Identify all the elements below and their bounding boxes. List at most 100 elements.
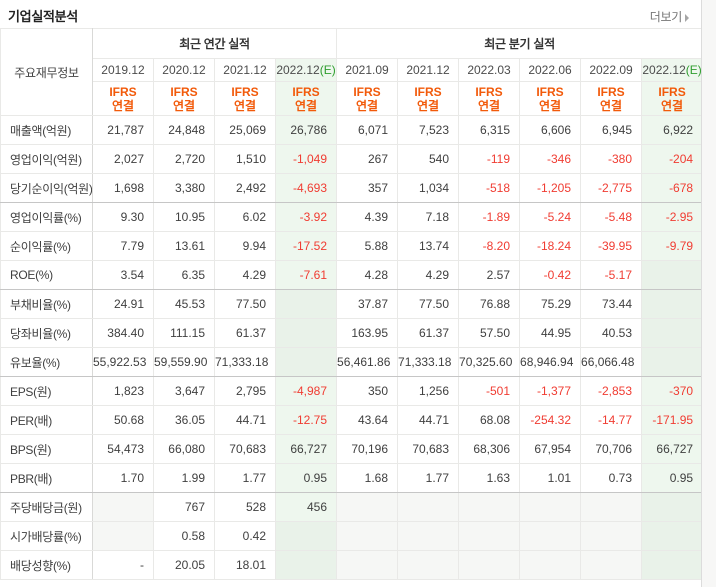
standard-text: IFRS <box>597 84 625 99</box>
data-cell: 75.29 <box>519 289 582 319</box>
data-cell: -39.95 <box>580 231 643 261</box>
data-cell: 71,333.18 <box>214 347 276 377</box>
data-cell: 6.35 <box>153 260 215 290</box>
data-cell: 528 <box>214 492 276 522</box>
data-cell: 384.40 <box>92 318 154 348</box>
data-cell: 55,922.53 <box>92 347 154 377</box>
data-cell: 10.95 <box>153 202 215 232</box>
table-row: PBR(배) 1.70 1.99 1.77 0.95 1.68 1.77 1.63 1.01 0.… <box>0 463 704 493</box>
date-text: 2021.12 <box>223 63 267 77</box>
more-link[interactable]: 더보기 <box>650 8 689 25</box>
row-label: 시가배당률(%) <box>0 521 93 551</box>
basis-text: 연결 <box>294 98 318 113</box>
standard-text: IFRS <box>414 84 442 99</box>
data-cell: 3,647 <box>153 376 215 406</box>
data-cell <box>458 521 521 551</box>
data-cell: -9.79 <box>641 231 704 261</box>
data-cell: 1.77 <box>214 463 276 493</box>
data-cell: 540 <box>397 144 460 174</box>
table-row: 배당성향(%) -20.05 18.01 <box>0 550 704 580</box>
data-cell: -518 <box>458 173 521 203</box>
data-cell: 70,683 <box>214 434 276 464</box>
data-cell: 45.53 <box>153 289 215 319</box>
data-cell: 68,306 <box>458 434 521 464</box>
data-cell <box>397 521 460 551</box>
right-gutter <box>701 0 716 587</box>
data-cell: -678 <box>641 173 704 203</box>
data-cell: -171.95 <box>641 405 704 435</box>
data-cell <box>458 550 521 580</box>
data-cell <box>641 492 704 522</box>
standard-text: IFRS <box>231 84 259 99</box>
data-cell: 1,510 <box>214 144 276 174</box>
data-cell: 59,559.90 <box>153 347 215 377</box>
column-header-standard: IFRS 연결 <box>397 81 460 116</box>
data-cell: -119 <box>458 144 521 174</box>
data-cell: 1.99 <box>153 463 215 493</box>
standard-text: IFRS <box>353 84 381 99</box>
date-text: 2022.12 <box>276 63 320 77</box>
data-cell: -501 <box>458 376 521 406</box>
data-cell: 1,256 <box>397 376 460 406</box>
table-row: 시가배당률(%) 0.58 0.42 <box>0 521 704 551</box>
data-cell: 61.37 <box>397 318 460 348</box>
data-cell: -1,377 <box>519 376 582 406</box>
data-cell: 357 <box>336 173 399 203</box>
company-performance-panel: 기업실적분석 더보기 주요재무정보 최근 연간 실적 최근 분기 실적 2019.12… <box>0 8 704 580</box>
row-label: PER(배) <box>0 405 93 435</box>
data-cell: 0.95 <box>274 463 338 493</box>
column-header-standard: IFRS 연결 <box>153 81 215 116</box>
data-cell: -370 <box>641 376 704 406</box>
column-header-standard: IFRS 연결 <box>274 81 338 116</box>
data-cell: 9.30 <box>92 202 154 232</box>
data-cell: -204 <box>641 144 704 174</box>
data-cell <box>641 550 704 580</box>
data-cell: 71,333.18 <box>397 347 460 377</box>
data-cell: 77.50 <box>214 289 276 319</box>
data-cell <box>274 318 338 348</box>
data-cell: 70,196 <box>336 434 399 464</box>
column-header-date: 2022.03 <box>458 58 521 82</box>
data-cell <box>641 521 704 551</box>
data-cell: 2,027 <box>92 144 154 174</box>
data-cell: 2,795 <box>214 376 276 406</box>
data-cell <box>336 521 399 551</box>
data-cell: -17.52 <box>274 231 338 261</box>
data-cell: -5.17 <box>580 260 643 290</box>
table-row: 부채비율(%) 24.91 45.53 77.50 37.87 77.50 76.88 75.… <box>0 289 704 319</box>
data-cell <box>641 260 704 290</box>
data-cell <box>336 492 399 522</box>
data-cell: 44.71 <box>397 405 460 435</box>
data-cell: 68.08 <box>458 405 521 435</box>
column-header-standard: IFRS 연결 <box>92 81 154 116</box>
data-cell: 76.88 <box>458 289 521 319</box>
data-cell: 70,325.60 <box>458 347 521 377</box>
table-row: ROE(%) 3.54 6.35 4.29 -7.61 4.28 4.29 2.57 -0.42… <box>0 260 704 290</box>
data-cell <box>274 521 338 551</box>
column-header-date: 2022.12(E) <box>641 58 704 82</box>
row-label: 당기순이익(억원) <box>0 173 93 203</box>
row-label: 유보율(%) <box>0 347 93 377</box>
data-cell: 13.61 <box>153 231 215 261</box>
estimate-flag: (E) <box>319 63 336 77</box>
data-cell: 3,380 <box>153 173 215 203</box>
table-row: PER(배) 50.68 36.05 44.71 -12.75 43.64 44.71 68.… <box>0 405 704 435</box>
page-title: 기업실적분석 <box>8 9 78 24</box>
data-cell: -2,853 <box>580 376 643 406</box>
data-cell: 61.37 <box>214 318 276 348</box>
data-cell: 163.95 <box>336 318 399 348</box>
data-cell: 2,492 <box>214 173 276 203</box>
data-cell <box>274 550 338 580</box>
row-label: BPS(원) <box>0 434 93 464</box>
row-label: 부채비율(%) <box>0 289 93 319</box>
data-cell: 1.01 <box>519 463 582 493</box>
table-row: 매출액(억원) 21,787 24,848 25,069 26,786 6,071 7,52… <box>0 115 704 145</box>
column-header-standard: IFRS 연결 <box>519 81 582 116</box>
data-cell: 767 <box>153 492 215 522</box>
standard-text: IFRS <box>292 84 320 99</box>
data-cell: 5.88 <box>336 231 399 261</box>
data-cell <box>519 521 582 551</box>
data-cell: 9.94 <box>214 231 276 261</box>
data-cell <box>641 347 704 377</box>
table-row: EPS(원) 1,823 3,647 2,795 -4,987 350 1,256 -501-… <box>0 376 704 406</box>
